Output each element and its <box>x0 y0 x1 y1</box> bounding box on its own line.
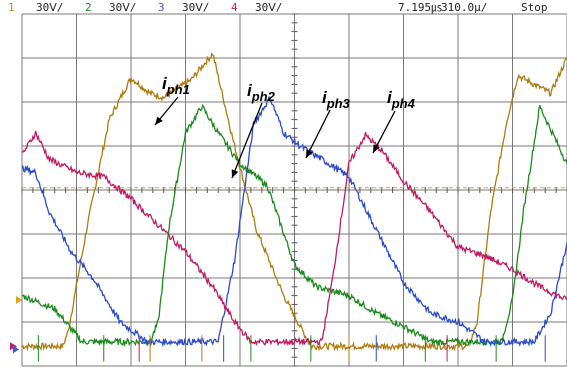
label-ph4: iph4 <box>387 88 416 111</box>
trigger-marker-icon <box>16 296 22 304</box>
label-ph1: iph1 <box>162 74 190 97</box>
channel-1-number: 1 <box>8 1 15 14</box>
arrowhead-icon <box>306 149 313 158</box>
trace-ph1 <box>21 52 567 352</box>
channel-3-scale: 30Ⅴ/ <box>182 1 209 14</box>
label-ph3: iph3 <box>322 88 351 111</box>
channel-3-number: 3 <box>158 1 165 14</box>
arrowhead-icon <box>373 144 380 153</box>
timebase: 310.0µ/ <box>441 1 487 14</box>
ground-marker-icon <box>13 345 19 354</box>
arrowhead-icon <box>155 116 163 125</box>
arrowhead-icon <box>231 169 239 178</box>
time-offset: 7.195㎲ <box>398 1 442 14</box>
trace-ph4 <box>21 130 567 347</box>
grid <box>21 13 567 367</box>
channel-2-number: 2 <box>85 1 92 14</box>
annotation-arrow <box>305 109 331 159</box>
run-state: Stop <box>521 1 548 14</box>
trace-ph3 <box>21 96 567 348</box>
trace-ph2 <box>21 103 567 348</box>
annotations: iph1 iph2 iph3 iph4 <box>154 74 416 179</box>
channel-4-number: 4 <box>231 1 238 14</box>
annotation-arrow <box>231 102 263 179</box>
traces <box>21 52 567 362</box>
channel-2-scale: 30Ⅴ/ <box>109 1 136 14</box>
label-ph2: iph2 <box>247 81 276 104</box>
channel-markers <box>10 296 22 354</box>
channel-1-scale: 30Ⅴ/ <box>36 1 63 14</box>
channel-4-scale: 30Ⅴ/ <box>255 1 282 14</box>
